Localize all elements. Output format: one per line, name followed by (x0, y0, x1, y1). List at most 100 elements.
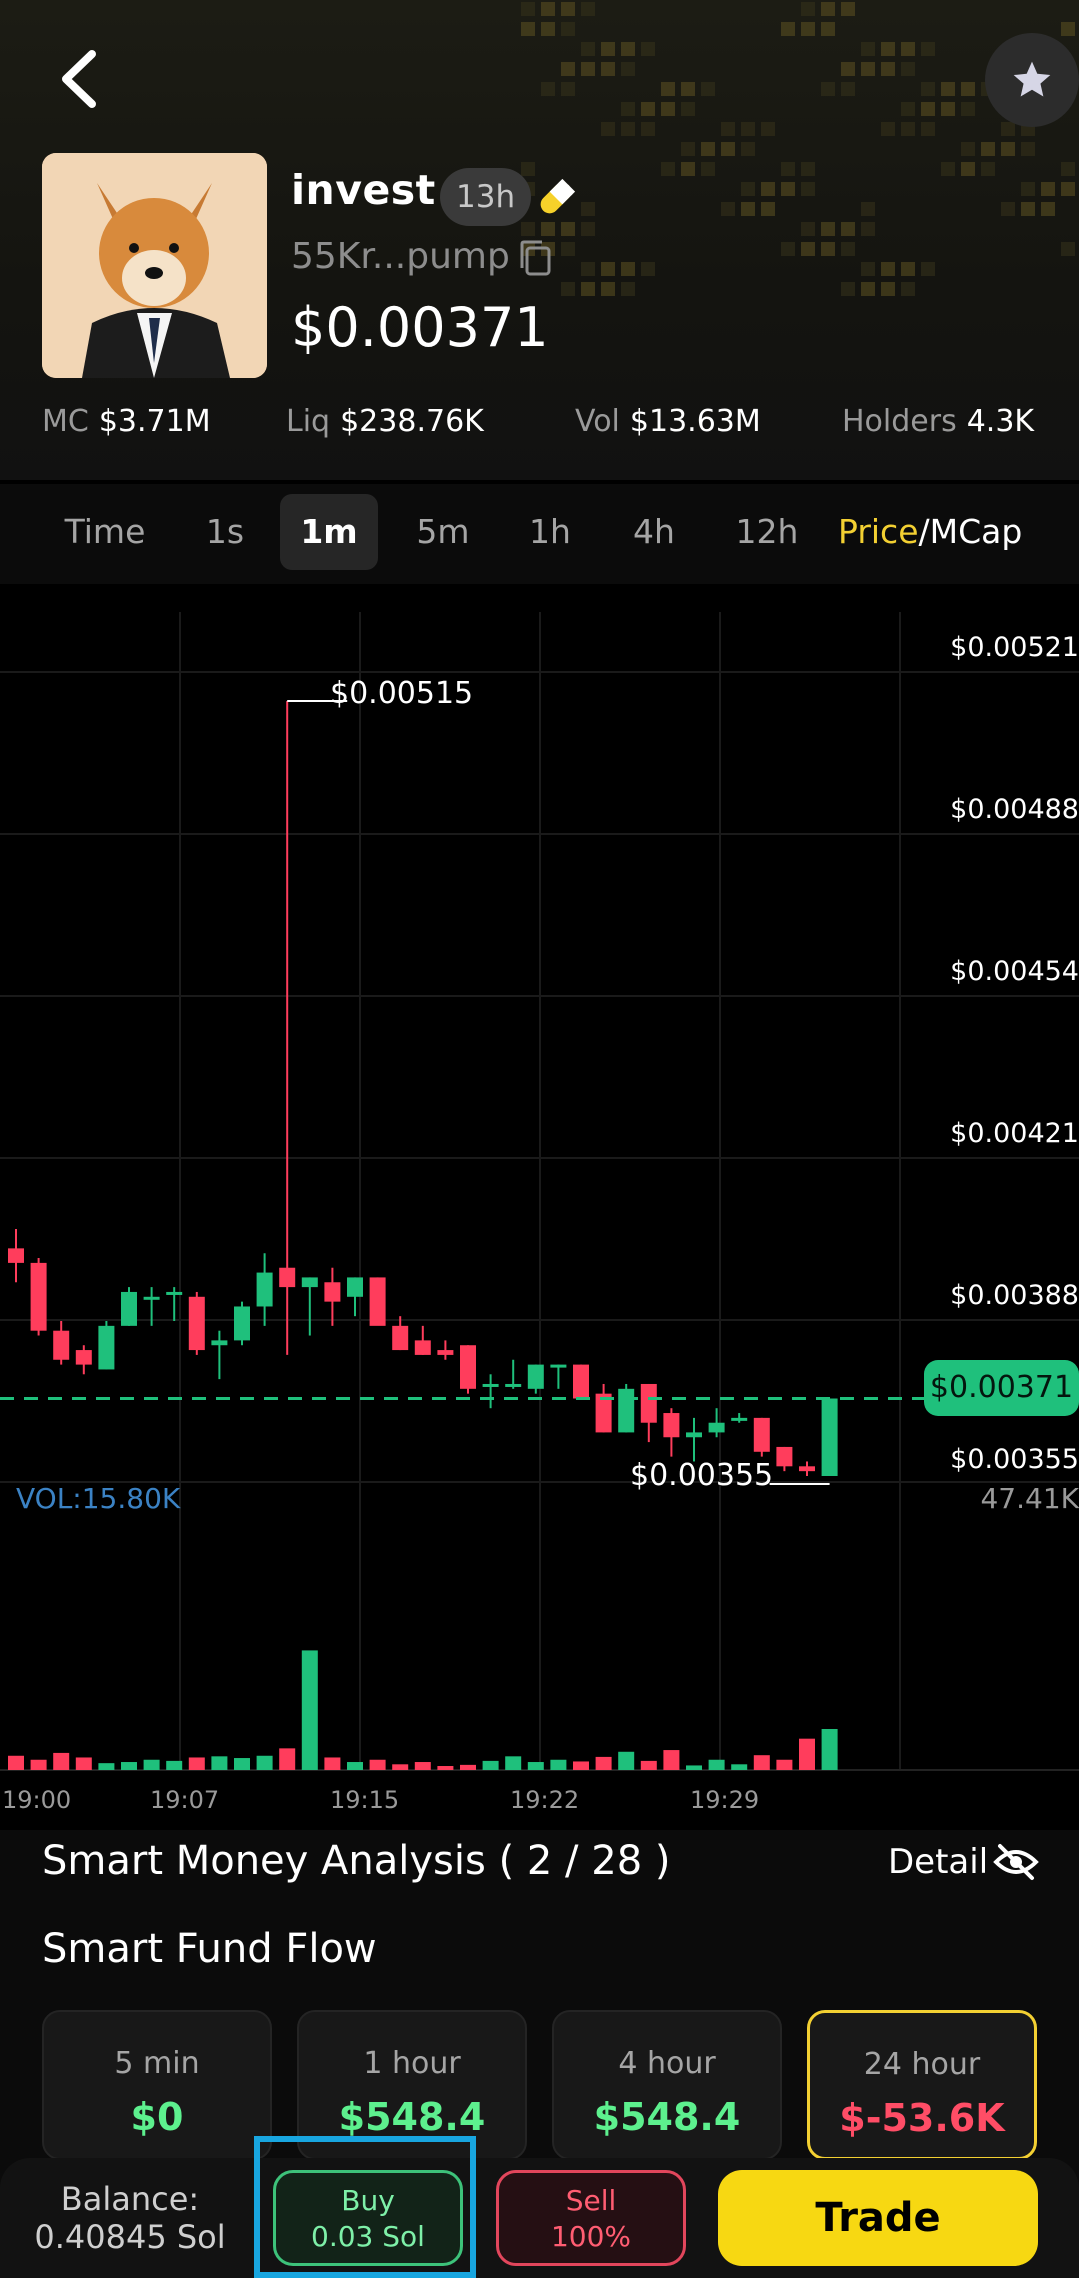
volume-bar (708, 1759, 725, 1770)
pixel-decoration (581, 282, 595, 296)
pixel-decoration (1061, 242, 1075, 256)
tab-1s[interactable]: 1s (205, 512, 245, 551)
tab-1h[interactable]: 1h (529, 512, 571, 551)
fund-flow-card-5min[interactable]: 5 min $0 (42, 2010, 272, 2160)
pixel-decoration (841, 62, 855, 76)
candle-body (256, 1272, 273, 1307)
candle-body (234, 1306, 250, 1341)
pixel-decoration (581, 2, 595, 16)
card-label: 1 hour (363, 2046, 461, 2081)
pixel-decoration (1021, 142, 1035, 156)
pixel-decoration (721, 122, 735, 136)
volume-bar (776, 1759, 793, 1770)
stat-value: $238.76K (340, 404, 484, 439)
candle-body (731, 1417, 748, 1421)
volume-bar (188, 1757, 205, 1770)
candle-body (753, 1417, 770, 1452)
pixel-decoration (961, 82, 975, 96)
pixel-decoration (641, 42, 655, 56)
pixel-decoration (641, 122, 655, 136)
tab-time[interactable]: Time (64, 512, 146, 551)
pixel-decoration (541, 222, 555, 236)
pixel-decoration (941, 82, 955, 96)
y-axis-label: $0.00388 (950, 1280, 1079, 1311)
volume-bar (301, 1650, 318, 1770)
pixel-decoration (601, 262, 615, 276)
price-mcap-toggle[interactable]: Price/MCap (838, 494, 1022, 570)
pixel-decoration (621, 42, 635, 56)
fund-flow-card-1hour[interactable]: 1 hour $548.4 (297, 2010, 527, 2160)
x-axis-label: 19:07 (150, 1786, 220, 1814)
tab-12h[interactable]: 12h (735, 512, 799, 551)
pixel-decoration (561, 282, 575, 296)
favorite-button[interactable] (985, 33, 1079, 127)
pixel-decoration (701, 82, 715, 96)
sell-label: Sell (565, 2184, 617, 2217)
volume-bar (53, 1752, 70, 1770)
detail-link[interactable]: Detail (888, 1842, 989, 1882)
pixel-decoration (661, 162, 675, 176)
timeframe-bar: Time 1s 1m 5m 1h 4h 12h Price/MCap (0, 484, 1079, 584)
token-name: invest (291, 166, 436, 214)
pixel-decoration (521, 22, 535, 36)
quick-buy-button[interactable]: Buy 0.03 Sol (273, 2170, 463, 2266)
pixel-decoration (661, 102, 675, 116)
pixel-decoration (821, 82, 835, 96)
tab-5m[interactable]: 5m (416, 512, 470, 551)
volume-bar (460, 1764, 476, 1770)
volume-bar (821, 1728, 838, 1770)
fund-flow-card-24hour[interactable]: 24 hour $-53.6K (807, 2010, 1037, 2160)
back-arrow-icon[interactable] (52, 46, 112, 112)
pixel-decoration (821, 2, 835, 16)
pixel-decoration (521, 2, 535, 16)
quick-sell-button[interactable]: Sell 100% (496, 2170, 686, 2266)
pixel-decoration (801, 162, 815, 176)
pixel-decoration (761, 182, 775, 196)
tab-1m[interactable]: 1m (280, 494, 378, 570)
pixel-decoration (961, 142, 975, 156)
pixel-decoration (561, 22, 575, 36)
balance-display: Balance: 0.40845 Sol (0, 2180, 260, 2256)
trade-button[interactable]: Trade (718, 2170, 1038, 2266)
candle-body (708, 1422, 725, 1433)
candle-body (143, 1296, 160, 1300)
pixel-decoration (881, 282, 895, 296)
pixel-decoration (721, 142, 735, 156)
volume-bar (686, 1765, 702, 1770)
volume-label: VOL:15.80K (16, 1482, 181, 1515)
pixel-decoration (841, 282, 855, 296)
y-axis-label: $0.00454 (950, 956, 1079, 987)
tab-4h[interactable]: 4h (633, 512, 675, 551)
volume-bar (573, 1761, 589, 1770)
pixel-decoration (581, 202, 595, 216)
volume-bar (392, 1764, 409, 1770)
current-price-tag: $0.00371 (924, 1360, 1079, 1416)
stat-value: 4.3K (966, 404, 1035, 439)
card-label: 4 hour (618, 2046, 716, 2081)
pixel-decoration (801, 182, 815, 196)
x-axis-label: 19:29 (690, 1786, 760, 1814)
volume-bar (437, 1766, 454, 1770)
candle-body (347, 1277, 363, 1297)
pixel-decoration (541, 2, 555, 16)
pixel-decoration (901, 102, 915, 116)
pixel-decoration (821, 242, 835, 256)
pixel-decoration (801, 2, 815, 16)
candle-body (482, 1383, 499, 1387)
volume-bar (414, 1762, 431, 1770)
volume-bar (347, 1762, 363, 1770)
stat-volume: Vol $13.63M (575, 404, 761, 439)
pixel-decoration (981, 162, 995, 176)
pixel-decoration (761, 202, 775, 216)
pixel-decoration (941, 102, 955, 116)
pixel-decoration (541, 22, 555, 36)
pixel-decoration (561, 82, 575, 96)
pixel-decoration (781, 22, 795, 36)
buy-amount: 0.03 Sol (311, 2220, 425, 2253)
volume-bar (482, 1760, 499, 1770)
copy-icon[interactable] (516, 238, 554, 278)
y-axis-label: $0.00421 (950, 1118, 1079, 1149)
fund-flow-card-4hour[interactable]: 4 hour $548.4 (552, 2010, 782, 2160)
eye-hidden-icon[interactable] (992, 1842, 1040, 1882)
volume-bar (731, 1764, 748, 1770)
